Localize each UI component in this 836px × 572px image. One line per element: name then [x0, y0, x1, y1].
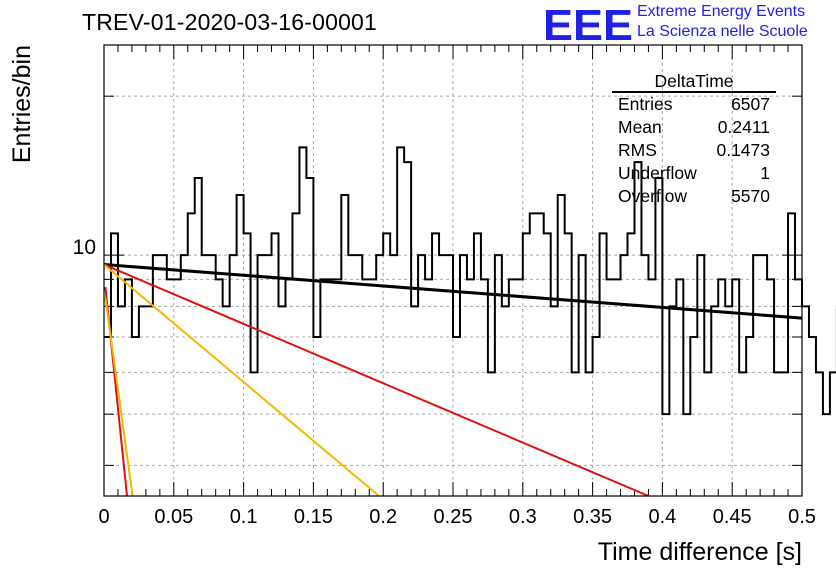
x-tick-label: 0.1: [230, 506, 258, 528]
stats-row-entries: Entries 6507: [612, 93, 776, 116]
x-tick-label: 0: [98, 506, 109, 528]
fit-lines: [103, 263, 803, 497]
stats-value: 5570: [731, 186, 770, 206]
logo-line-2: La Scienza nelle Scuole: [637, 23, 808, 40]
x-axis-label: Time difference [s]: [598, 538, 802, 566]
x-tick-labels: 0 0.05 0.1 0.15 0.2 0.25 0.3 0.35 0.4 0.45 0.5: [98, 506, 815, 528]
stats-value: 1: [760, 163, 770, 183]
x-tick-label: 0.15: [294, 506, 333, 528]
stats-row-overflow: Overflow 5570: [612, 185, 776, 208]
y-axis-label: Entries/bin: [8, 45, 36, 163]
stats-value: 0.1473: [716, 140, 770, 160]
stats-label: Underflow: [618, 163, 697, 183]
x-tick-label: 0.35: [573, 506, 612, 528]
x-tick-label: 0.4: [648, 506, 676, 528]
logo-line-1: Extreme Energy Events: [637, 3, 806, 20]
y-tick-label-10: 10: [73, 236, 96, 259]
stats-box: DeltaTime Entries 6507 Mean 0.2411 RMS 0…: [612, 71, 776, 208]
stats-title: DeltaTime: [612, 71, 776, 93]
stats-label: Entries: [618, 94, 673, 114]
stats-value: 0.2411: [717, 117, 770, 137]
stats-label: Overflow: [618, 186, 688, 206]
stats-label: RMS: [618, 140, 657, 160]
eee-logo-mark: EEE: [543, 1, 633, 48]
x-tick-label: 0.45: [713, 506, 752, 528]
stats-row-rms: RMS 0.1473: [612, 139, 776, 162]
stats-row-mean: Mean 0.2411: [612, 116, 776, 139]
x-tick-label: 0.25: [434, 506, 473, 528]
chart-title: TREV-01-2020-03-16-00001: [82, 9, 378, 35]
fit-line: [104, 297, 134, 497]
eee-logo: EEE: [543, 1, 633, 48]
fit-line: [103, 263, 803, 320]
stats-row-underflow: Underflow 1: [612, 162, 776, 185]
x-tick-label: 0.5: [788, 506, 816, 528]
x-tick-label: 0.2: [369, 506, 397, 528]
axis-ticks: [103, 45, 803, 496]
stats-label: Mean: [618, 117, 662, 137]
x-tick-label: 0.3: [509, 506, 537, 528]
stats-value: 6507: [731, 94, 770, 114]
plot-frame: [103, 44, 803, 497]
x-tick-label: 0.05: [154, 506, 193, 528]
fit-line: [103, 263, 380, 497]
fit-line: [103, 263, 649, 497]
